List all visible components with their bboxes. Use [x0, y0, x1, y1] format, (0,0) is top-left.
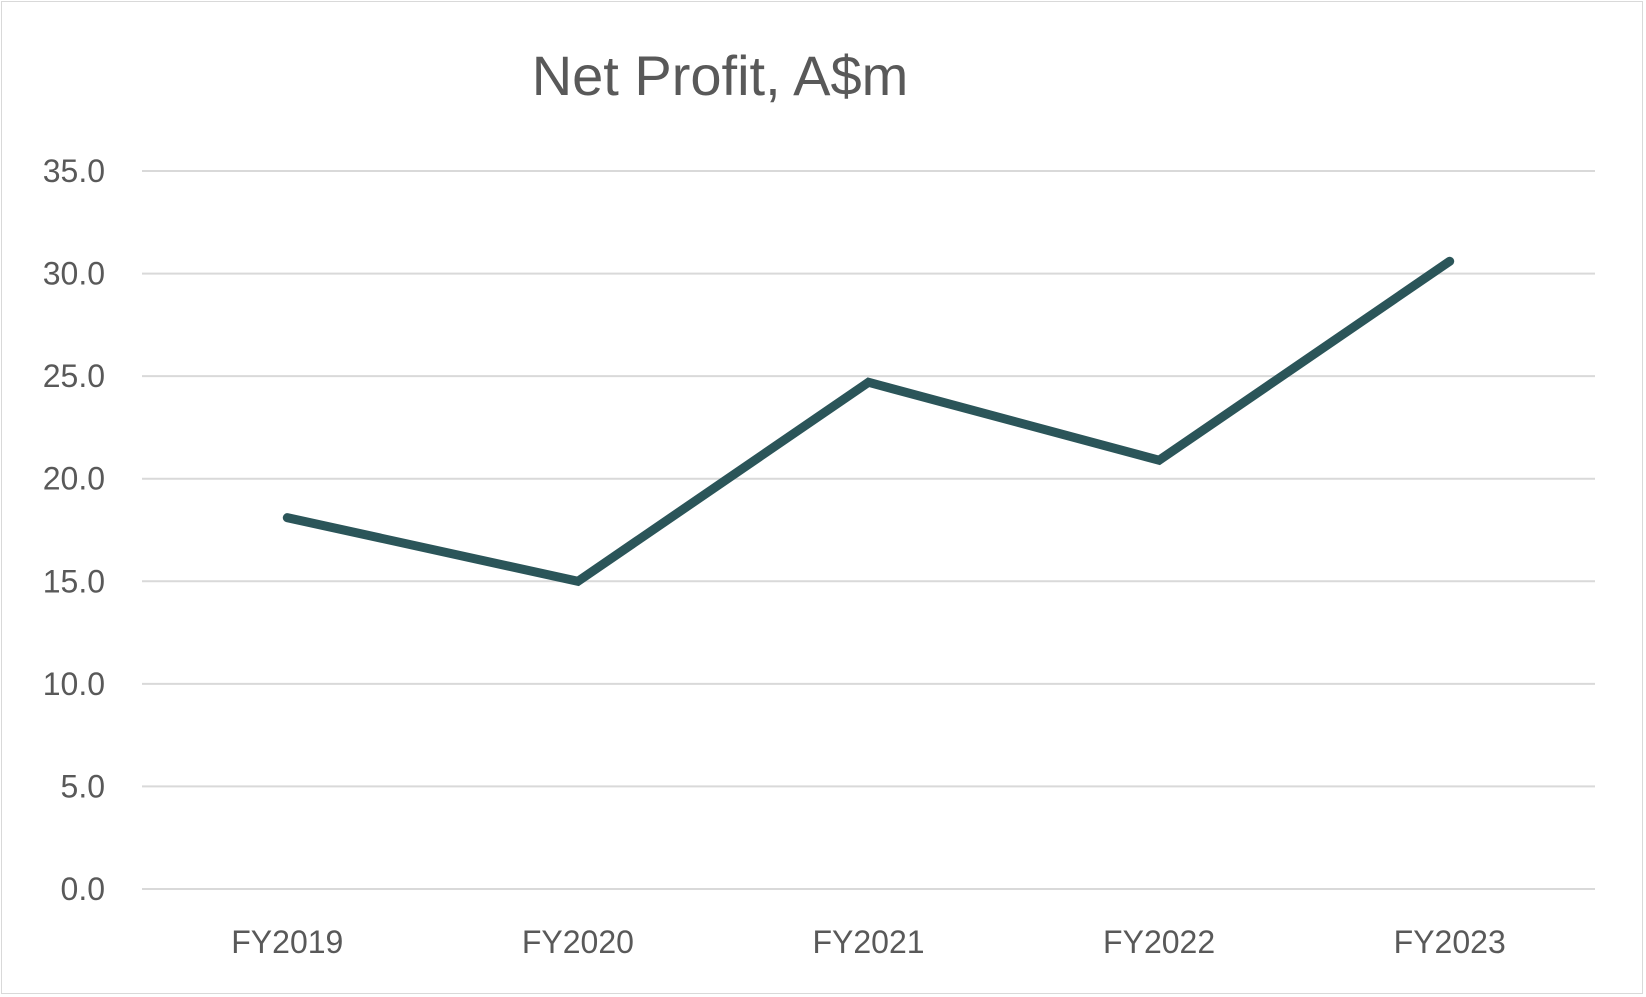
y-tick-label: 25.0 — [43, 358, 105, 394]
y-tick-label: 20.0 — [43, 461, 105, 497]
series-line — [282, 256, 1455, 587]
y-tick-label: 35.0 — [43, 153, 105, 189]
y-tick-label: 0.0 — [61, 871, 105, 907]
x-tick-label: FY2020 — [522, 924, 634, 960]
y-tick-label: 10.0 — [43, 666, 105, 702]
y-tick-label: 30.0 — [43, 256, 105, 292]
x-tick-label: FY2022 — [1103, 924, 1215, 960]
y-tick-label: 15.0 — [43, 563, 105, 599]
x-tick-label: FY2019 — [231, 924, 343, 960]
chart-title: Net Profit, A$m — [532, 44, 909, 107]
y-tick-label: 5.0 — [61, 768, 105, 804]
x-tick-label: FY2021 — [812, 924, 924, 960]
x-tick-label: FY2023 — [1394, 924, 1506, 960]
